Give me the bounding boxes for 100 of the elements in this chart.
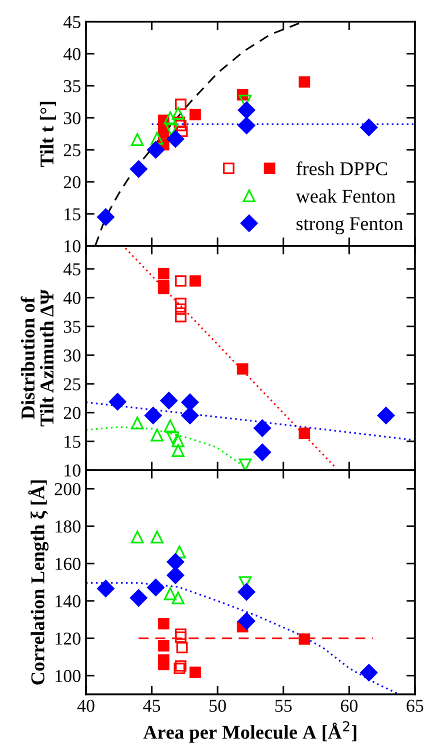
point xyxy=(298,428,310,440)
line-series xyxy=(86,582,400,694)
point xyxy=(164,419,177,432)
point xyxy=(166,432,180,444)
point xyxy=(150,132,164,145)
point xyxy=(164,587,177,600)
point xyxy=(130,416,144,430)
point xyxy=(97,580,114,598)
point xyxy=(97,208,114,226)
point xyxy=(166,130,184,148)
x-tick-label: 45 xyxy=(143,700,160,712)
y-tick-label: 35 xyxy=(64,320,80,333)
point xyxy=(147,578,164,596)
point xyxy=(238,458,252,470)
point xyxy=(175,303,186,315)
point xyxy=(175,298,186,310)
point xyxy=(172,106,184,120)
point xyxy=(158,282,170,294)
y-tick-label: 180 xyxy=(56,520,80,533)
point xyxy=(298,76,310,88)
y-tick-label: 160 xyxy=(56,558,80,570)
point xyxy=(175,120,186,132)
point xyxy=(166,566,184,584)
point xyxy=(360,118,378,136)
point xyxy=(181,406,199,424)
point xyxy=(130,589,148,607)
point xyxy=(175,98,186,110)
point xyxy=(144,406,162,424)
point xyxy=(360,664,378,682)
y-axis-title: Correlation Length ξ [Å] xyxy=(28,480,48,685)
point xyxy=(166,553,184,571)
y-tick-label: 120 xyxy=(56,632,80,645)
point xyxy=(298,633,310,645)
point xyxy=(175,631,186,643)
legend-label: fresh DPPC xyxy=(296,161,388,176)
point xyxy=(176,642,188,654)
y-axis-title: Tilt t [°] xyxy=(40,102,56,167)
point xyxy=(190,666,201,678)
point xyxy=(175,660,186,672)
point xyxy=(236,363,248,375)
point xyxy=(174,662,186,674)
point xyxy=(158,268,170,280)
y-tick-label: 40 xyxy=(63,48,80,60)
point xyxy=(175,310,186,322)
point xyxy=(172,592,184,604)
y-tick-label: 45 xyxy=(63,16,80,28)
y-tick-label: 20 xyxy=(64,406,80,420)
legend-label: weak Fenton xyxy=(296,189,396,203)
y-tick-label: 35 xyxy=(64,80,80,92)
point xyxy=(190,275,201,287)
point xyxy=(181,394,199,411)
y-tick-label: 200 xyxy=(54,483,80,496)
y-tick-label: 100 xyxy=(56,670,80,682)
legend-label: strong Fenton xyxy=(296,217,403,234)
point xyxy=(172,434,184,448)
point xyxy=(254,419,272,437)
point xyxy=(108,393,126,410)
point xyxy=(176,126,188,137)
point xyxy=(150,530,164,544)
point xyxy=(150,428,164,442)
point xyxy=(130,530,144,544)
point xyxy=(130,133,144,146)
point xyxy=(173,546,186,558)
point xyxy=(147,141,164,159)
point xyxy=(160,392,178,410)
point xyxy=(377,406,395,424)
x-tick-label: 50 xyxy=(210,700,226,712)
x-tick-label: 65 xyxy=(406,700,424,712)
point xyxy=(254,444,272,461)
point xyxy=(190,108,201,120)
point xyxy=(175,275,186,287)
x-tick-label: 55 xyxy=(275,700,292,712)
point xyxy=(165,124,178,136)
y-tick-label: 25 xyxy=(64,144,80,156)
y-tick-label: 15 xyxy=(64,436,80,448)
point xyxy=(238,101,256,119)
point xyxy=(172,444,184,457)
point xyxy=(158,618,170,630)
x-tick-label: 60 xyxy=(340,700,358,712)
y-tick-label: 15 xyxy=(64,208,80,220)
point xyxy=(158,658,170,670)
point xyxy=(238,116,256,134)
point xyxy=(130,160,148,178)
y-tick-label: 25 xyxy=(64,378,80,390)
y-axis-title: Distribution of Tilt Azimuth ΔΨ xyxy=(20,289,54,426)
point xyxy=(238,583,256,601)
point xyxy=(158,640,170,652)
point xyxy=(175,628,186,640)
y-tick-label: 30 xyxy=(64,349,80,362)
point xyxy=(238,612,256,630)
y-tick-label: 10 xyxy=(64,240,80,252)
y-tick-label: 45 xyxy=(63,263,80,276)
y-tick-label: 10 xyxy=(64,464,80,477)
y-tick-label: 30 xyxy=(64,112,80,124)
x-tick-label: 40 xyxy=(77,700,94,712)
y-tick-label: 40 xyxy=(63,292,80,304)
y-tick-label: 140 xyxy=(56,595,80,608)
y-tick-label: 20 xyxy=(64,176,80,188)
x-axis-title: Area per Molecule A [Å$^{2}$] xyxy=(143,721,356,743)
point xyxy=(164,111,177,124)
